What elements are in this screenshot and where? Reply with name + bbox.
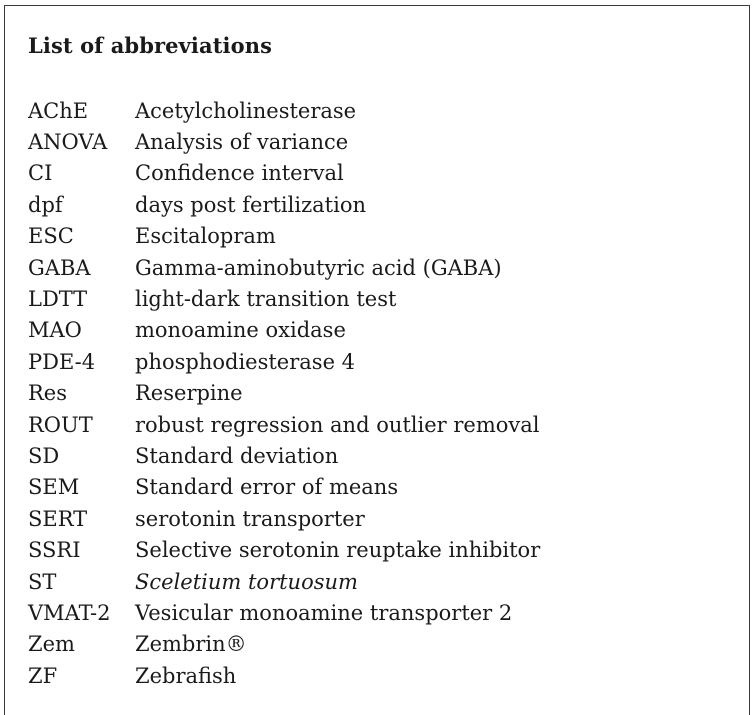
abbreviations-box bbox=[4, 5, 750, 715]
abbreviation: ESC bbox=[28, 224, 74, 249]
list-item: LDTT light-dark transition test bbox=[28, 283, 540, 314]
definition: Sceletium tortuosum bbox=[135, 569, 358, 594]
definition: monoamine oxidase bbox=[135, 318, 346, 343]
list-item: SEM Standard error of means bbox=[28, 472, 540, 503]
abbreviation: SEM bbox=[28, 475, 80, 500]
list-item: dpf days post fertilization bbox=[28, 189, 540, 220]
abbreviation: SERT bbox=[28, 506, 88, 531]
abbreviation: ZF bbox=[28, 663, 58, 688]
definition: Zebrafish bbox=[135, 663, 237, 688]
list-item: VMAT-2 Vesicular monoamine transporter 2 bbox=[28, 597, 540, 628]
abbreviation: ANOVA bbox=[28, 130, 108, 155]
abbreviation: dpf bbox=[28, 192, 63, 217]
abbreviation: CI bbox=[28, 161, 53, 186]
abbreviation-list: AChE Acetylcholinesterase ANOVA Analysis… bbox=[28, 95, 540, 691]
abbreviation: SSRI bbox=[28, 538, 81, 563]
abbreviation: ST bbox=[28, 569, 57, 594]
definition: Reserpine bbox=[135, 381, 243, 406]
definition: days post fertilization bbox=[135, 192, 366, 217]
list-item: ROUT robust regression and outlier remov… bbox=[28, 409, 540, 440]
abbreviation: VMAT-2 bbox=[28, 600, 111, 625]
list-item: CI Confidence interval bbox=[28, 158, 540, 189]
definition: Vesicular monoamine transporter 2 bbox=[135, 600, 513, 625]
abbreviation: AChE bbox=[28, 98, 89, 123]
list-item: SSRI Selective serotonin reuptake inhibi… bbox=[28, 534, 540, 565]
definition: Standard error of means bbox=[135, 475, 399, 500]
definition: Analysis of variance bbox=[135, 130, 349, 155]
abbreviation: MAO bbox=[28, 318, 82, 343]
list-item: ANOVA Analysis of variance bbox=[28, 126, 540, 157]
definition: Confidence interval bbox=[135, 161, 344, 186]
abbreviation: ROUT bbox=[28, 412, 93, 437]
abbreviation: PDE-4 bbox=[28, 349, 96, 374]
abbreviation: GABA bbox=[28, 255, 91, 280]
definition: light-dark transition test bbox=[135, 287, 397, 312]
list-item: ST Sceletium tortuosum bbox=[28, 566, 540, 597]
list-item: PDE-4 phosphodiesterase 4 bbox=[28, 346, 540, 377]
list-item: GABA Gamma-aminobutyric acid (GABA) bbox=[28, 252, 540, 283]
definition: Gamma-aminobutyric acid (GABA) bbox=[135, 255, 502, 280]
definition: robust regression and outlier removal bbox=[135, 412, 540, 437]
definition: phosphodiesterase 4 bbox=[135, 349, 356, 374]
list-title: List of abbreviations bbox=[28, 33, 272, 58]
definition: Selective serotonin reuptake inhibitor bbox=[135, 538, 541, 563]
abbreviation: SD bbox=[28, 443, 60, 468]
list-item: MAO monoamine oxidase bbox=[28, 315, 540, 346]
list-item: Res Reserpine bbox=[28, 378, 540, 409]
definition: Acetylcholinesterase bbox=[135, 98, 357, 123]
definition: Standard deviation bbox=[135, 443, 339, 468]
definition: Zembrin® bbox=[135, 632, 247, 657]
definition: serotonin transporter bbox=[135, 506, 365, 531]
list-item: AChE Acetylcholinesterase bbox=[28, 95, 540, 126]
abbreviation: Zem bbox=[28, 632, 75, 657]
list-item: Zem Zembrin® bbox=[28, 629, 540, 660]
list-item: SD Standard deviation bbox=[28, 440, 540, 471]
definition: Escitalopram bbox=[135, 224, 276, 249]
abbreviation: LDTT bbox=[28, 287, 88, 312]
list-item: ZF Zebrafish bbox=[28, 660, 540, 691]
list-item: SERT serotonin transporter bbox=[28, 503, 540, 534]
list-item: ESC Escitalopram bbox=[28, 221, 540, 252]
abbreviation: Res bbox=[28, 381, 68, 406]
